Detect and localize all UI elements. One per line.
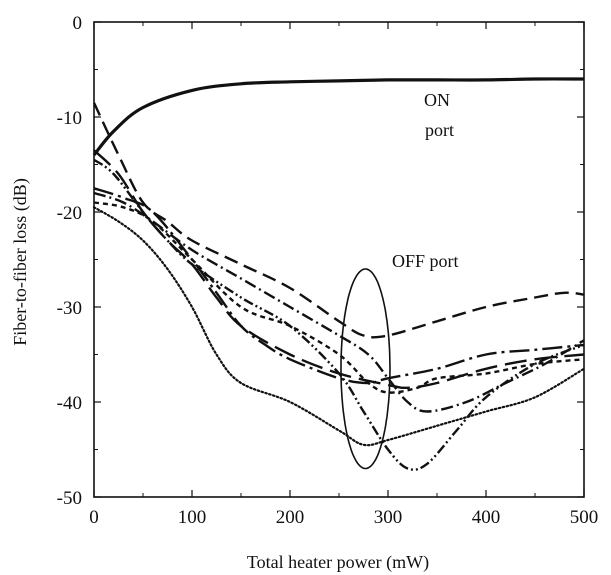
y-axis-title: Fiber-to-fiber loss (dB) bbox=[10, 178, 31, 346]
off-port-label: OFF port bbox=[392, 251, 459, 271]
x-axis-title: Total heater power (mW) bbox=[247, 552, 429, 573]
axis-ticks: 0 100 200 300 400 500 0 -10 -20 -30 -40 -50 bbox=[57, 13, 599, 528]
series-line-7-short-dash bbox=[93, 201, 585, 394]
x-tick-label: 0 bbox=[89, 507, 99, 528]
x-tick-label: 200 bbox=[276, 507, 305, 528]
off-port-ellipse bbox=[340, 268, 391, 470]
x-tick-label: 400 bbox=[472, 507, 501, 528]
plot-frame bbox=[93, 21, 585, 498]
series-lines bbox=[92, 77, 586, 471]
y-tick-label: -50 bbox=[57, 488, 82, 509]
on-port-label-line1: ON bbox=[424, 90, 450, 110]
x-tick-label: 500 bbox=[570, 507, 599, 528]
series-line-5-dash-dot-dot bbox=[93, 158, 585, 471]
series-line-4-dash-dot bbox=[93, 191, 585, 413]
on-port-label-line2: port bbox=[425, 120, 454, 140]
y-tick-label: -40 bbox=[57, 393, 82, 414]
y-tick-label: -10 bbox=[57, 108, 82, 129]
y-tick-label: -20 bbox=[57, 203, 82, 224]
y-tick-label: -30 bbox=[57, 298, 82, 319]
off-port-bracket bbox=[340, 268, 391, 470]
x-tick-label: 100 bbox=[178, 507, 207, 528]
x-tick-label: 300 bbox=[374, 507, 403, 528]
series-line-8-dotted bbox=[92, 206, 586, 447]
series-line-6-long-dash-dot bbox=[93, 187, 585, 385]
series-line-1-solid bbox=[92, 77, 585, 157]
plot-border bbox=[93, 21, 585, 498]
y-tick-label: 0 bbox=[73, 13, 83, 34]
series-line-2-dashed bbox=[92, 102, 585, 339]
